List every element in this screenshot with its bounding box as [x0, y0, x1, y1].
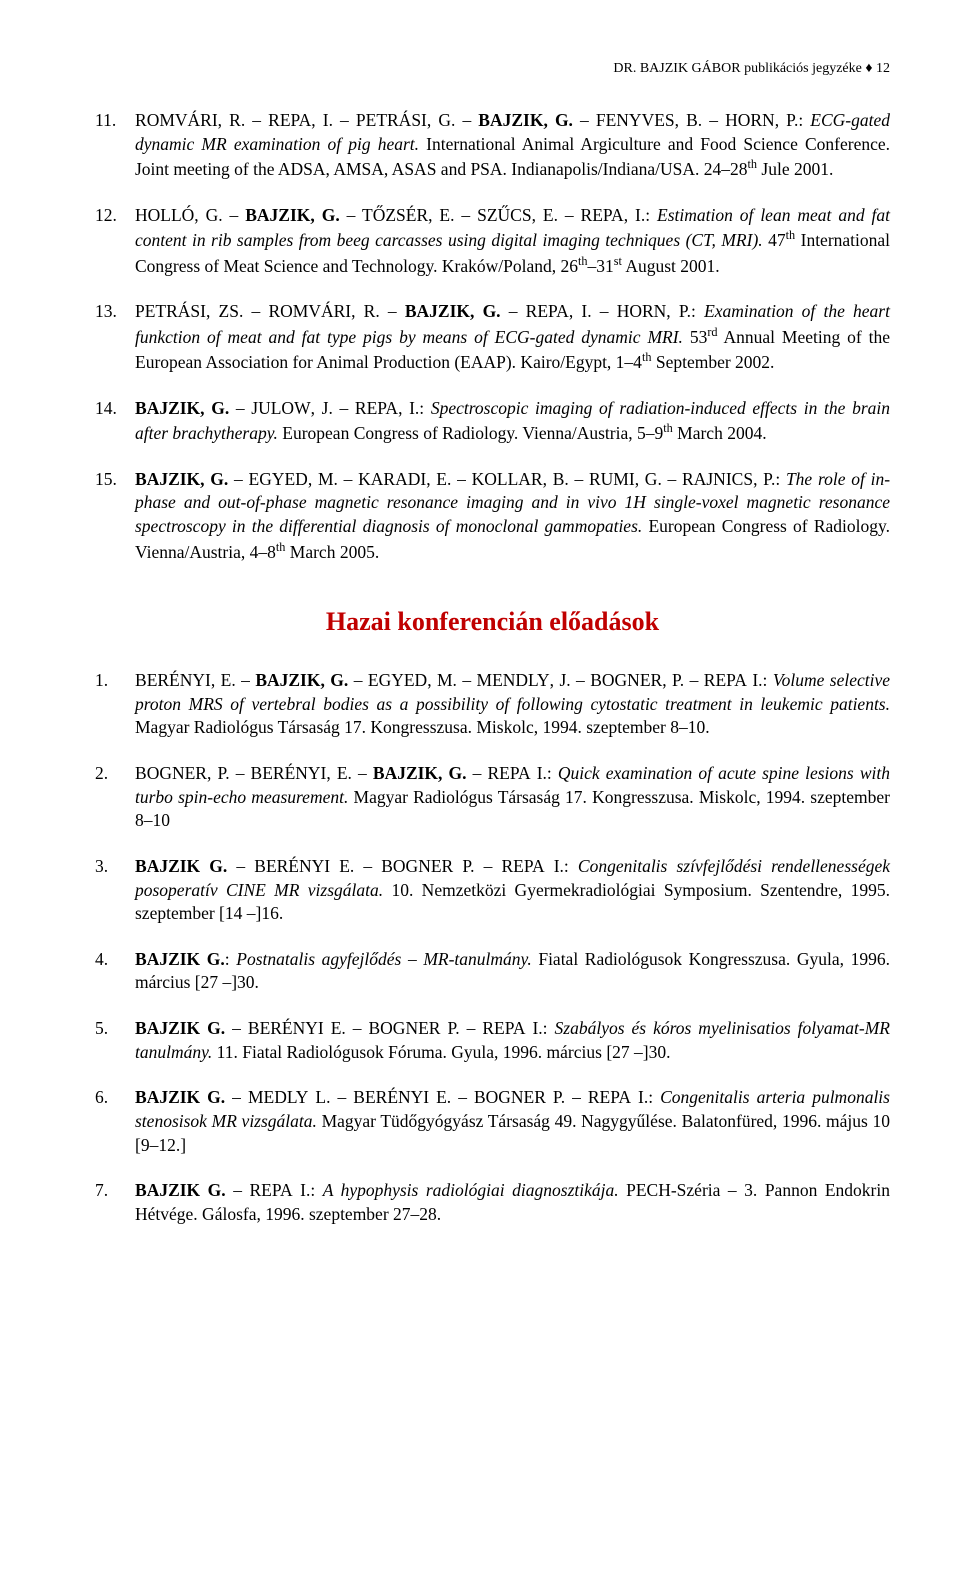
reference-entry: 11.ROMVÁRI, R. – REPA, I. – PETRÁSI, G. … — [95, 109, 890, 182]
entry-number: 11. — [95, 109, 135, 182]
section-title: Hazai konferencián előadások — [95, 604, 890, 639]
entry-text: BAJZIK G. – BERÉNYI E. – BOGNER P. – REP… — [135, 855, 890, 926]
entry-number: 14. — [95, 397, 135, 446]
entry-number: 4. — [95, 948, 135, 995]
reference-entry: 13.PETRÁSI, ZS. – ROMVÁRI, R. – BAJZIK, … — [95, 300, 890, 375]
entry-text: BAJZIK G. – REPA I.: A hypophysis radiol… — [135, 1179, 890, 1226]
page-header: DR. BAJZIK GÁBOR publikációs jegyzéke ♦ … — [95, 60, 890, 79]
reference-entry: 5.BAJZIK G. – BERÉNYI E. – BOGNER P. – R… — [95, 1017, 890, 1064]
entry-number: 12. — [95, 204, 135, 279]
entry-number: 3. — [95, 855, 135, 926]
references-section-2: 1.BERÉNYI, E. – BAJZIK, G. – EGYED, M. –… — [95, 669, 890, 1226]
reference-entry: 1.BERÉNYI, E. – BAJZIK, G. – EGYED, M. –… — [95, 669, 890, 740]
entry-text: BERÉNYI, E. – BAJZIK, G. – EGYED, M. – M… — [135, 669, 890, 740]
entry-text: PETRÁSI, ZS. – ROMVÁRI, R. – BAJZIK, G. … — [135, 300, 890, 375]
references-section-1: 11.ROMVÁRI, R. – REPA, I. – PETRÁSI, G. … — [95, 109, 890, 564]
entry-number: 13. — [95, 300, 135, 375]
reference-entry: 14.BAJZIK, G. – JULOW, J. – REPA, I.: Sp… — [95, 397, 890, 446]
reference-entry: 7.BAJZIK G. – REPA I.: A hypophysis radi… — [95, 1179, 890, 1226]
reference-entry: 6.BAJZIK G. – MEDLY L. – BERÉNYI E. – BO… — [95, 1086, 890, 1157]
entry-number: 7. — [95, 1179, 135, 1226]
entry-number: 2. — [95, 762, 135, 833]
reference-entry: 3.BAJZIK G. – BERÉNYI E. – BOGNER P. – R… — [95, 855, 890, 926]
entry-number: 5. — [95, 1017, 135, 1064]
entry-text: BOGNER, P. – BERÉNYI, E. – BAJZIK, G. – … — [135, 762, 890, 833]
reference-entry: 4.BAJZIK G.: Postnatalis agyfejlődés – M… — [95, 948, 890, 995]
reference-entry: 12.HOLLÓ, G. – BAJZIK, G. – TŐZSÉR, E. –… — [95, 204, 890, 279]
entry-text: BAJZIK G.: Postnatalis agyfejlődés – MR-… — [135, 948, 890, 995]
reference-entry: 2.BOGNER, P. – BERÉNYI, E. – BAJZIK, G. … — [95, 762, 890, 833]
reference-entry: 15.BAJZIK, G. – EGYED, M. – KARADI, E. –… — [95, 468, 890, 564]
entry-text: ROMVÁRI, R. – REPA, I. – PETRÁSI, G. – B… — [135, 109, 890, 182]
entry-number: 6. — [95, 1086, 135, 1157]
entry-number: 1. — [95, 669, 135, 740]
entry-text: BAJZIK, G. – JULOW, J. – REPA, I.: Spect… — [135, 397, 890, 446]
entry-text: BAJZIK, G. – EGYED, M. – KARADI, E. – KO… — [135, 468, 890, 564]
entry-text: BAJZIK G. – BERÉNYI E. – BOGNER P. – REP… — [135, 1017, 890, 1064]
entry-text: BAJZIK G. – MEDLY L. – BERÉNYI E. – BOGN… — [135, 1086, 890, 1157]
entry-text: HOLLÓ, G. – BAJZIK, G. – TŐZSÉR, E. – SZ… — [135, 204, 890, 279]
entry-number: 15. — [95, 468, 135, 564]
